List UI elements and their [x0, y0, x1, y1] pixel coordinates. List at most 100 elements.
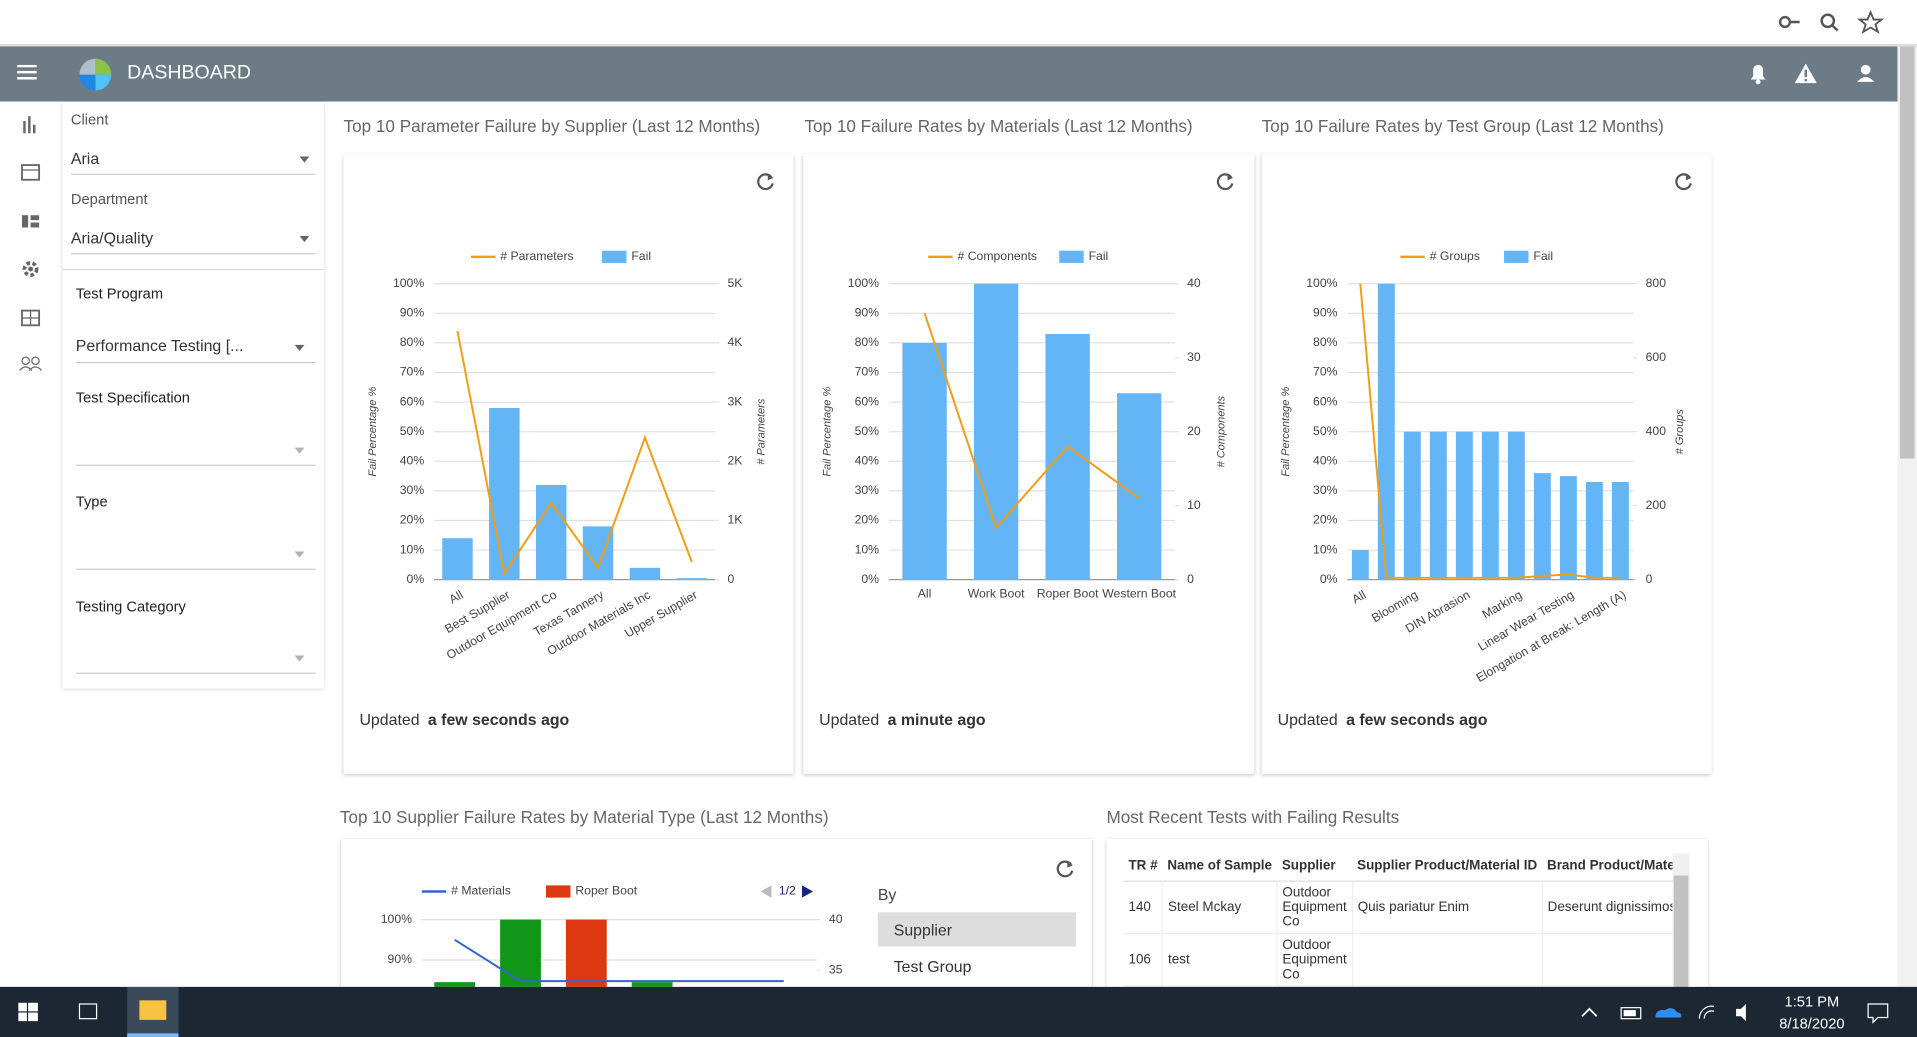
menu-icon[interactable]: [17, 64, 39, 82]
filter-value[interactable]: Performance Testing [...: [75, 336, 244, 355]
bar: [973, 283, 1019, 580]
dropdown-arrow[interactable]: [294, 551, 305, 558]
filter-value[interactable]: Aria: [70, 149, 100, 168]
y-tick-label: 50%: [855, 424, 880, 438]
bar: [489, 408, 520, 580]
table-cell: Outdoor Equipment Co: [1276, 881, 1353, 935]
refresh-icon[interactable]: [754, 171, 776, 193]
panel-title: Top 10 Failure Rates by Test Group (Last…: [1261, 116, 1664, 136]
y-axis-title: Fail Percentage %: [367, 387, 379, 477]
dropdown-arrow[interactable]: [294, 655, 305, 662]
column-header: TR #: [1123, 851, 1163, 882]
line: [923, 312, 1140, 530]
y2-tick-label: 0: [1646, 572, 1653, 586]
y2-tick-label: 0: [1187, 572, 1194, 586]
legend-swatch: [1504, 250, 1529, 263]
y-tick-label: 10%: [855, 542, 880, 556]
legend-label: # Components: [958, 249, 1037, 263]
dropdown-arrow[interactable]: [299, 236, 310, 243]
y2-tick-label: 1K: [727, 513, 743, 527]
y-axis-title: Fail Percentage %: [1280, 387, 1292, 477]
bar: [535, 484, 567, 580]
y-tick-label: 70%: [855, 365, 880, 379]
app-header: DASHBOARD: [0, 46, 1898, 102]
x-tick-label: All: [447, 588, 466, 607]
scrollbar[interactable]: [1672, 853, 1690, 998]
bar: [1455, 431, 1473, 580]
dropdown-arrow[interactable]: [294, 447, 305, 454]
dropdown-arrow[interactable]: [299, 156, 310, 163]
bar: [434, 982, 476, 987]
y-tick-label: 0%: [407, 572, 425, 586]
y2-tick-label: 35: [829, 962, 843, 976]
y2-axis-title: # Groups: [1674, 409, 1686, 455]
filter-value[interactable]: Aria/Quality: [70, 228, 154, 248]
filter-label: Type: [75, 492, 108, 510]
y2-tick-label: 30: [1187, 350, 1201, 364]
logo: [79, 58, 112, 91]
clock-time: 1:51 PM: [1784, 992, 1840, 1011]
bar: [565, 919, 607, 987]
legend-label: Roper Boot: [575, 884, 637, 898]
pager-prev[interactable]: [760, 885, 772, 898]
table-cell: Deserunt dignissimos: [1542, 881, 1673, 935]
bar: [1429, 431, 1447, 580]
chart: 0% 10% 20% 30% 40% 50% 60% 70% 80% 90% 100% 0 200 400…: [1280, 249, 1686, 685]
updated-prefix: Updated: [819, 710, 880, 729]
bar: [902, 342, 947, 580]
y-tick-label: 30%: [855, 483, 880, 497]
refresh-icon[interactable]: [1054, 858, 1076, 880]
x-tick-label: All: [1350, 588, 1369, 607]
y-axis-title: Fail Percentage %: [822, 387, 834, 477]
app-title: DASHBOARD: [127, 62, 252, 84]
header-icons[interactable]: [1746, 61, 1880, 88]
y-tick-label: 40%: [400, 454, 425, 468]
material-chart: 90% 100% 35 40 # Materials Roper Boot 1/2: [381, 884, 843, 987]
filter-underline: [70, 173, 316, 175]
refresh-icon[interactable]: [1214, 171, 1236, 193]
table-cell: 140: [1123, 881, 1164, 935]
y-tick-label: 90%: [388, 952, 413, 966]
legend-label: # Materials: [451, 884, 511, 898]
y-tick-label: 60%: [400, 394, 425, 408]
dropdown-arrow[interactable]: [294, 344, 305, 351]
filter-label: Department: [70, 190, 148, 208]
bar: [631, 982, 673, 987]
y-tick-label: 100%: [1306, 276, 1337, 290]
table-panel: TR # Name of Sample Supplier Supplier Produ…: [1106, 838, 1708, 1011]
y-tick-label: 40%: [1313, 454, 1338, 468]
chart: 0% 10% 20% 30% 40% 50% 60% 70% 80% 90% 100% 0 1K 2K 3K…: [367, 249, 768, 662]
y2-tick-label: 4K: [727, 335, 743, 349]
y-tick-label: 100%: [381, 912, 412, 926]
panel-title: Top 10 Failure Rates by Materials (Last …: [804, 116, 1193, 136]
option[interactable]: Supplier: [893, 920, 953, 940]
bar: [1533, 473, 1551, 580]
y-tick-label: 90%: [1313, 306, 1338, 320]
notifications[interactable]: [1866, 1000, 1890, 1024]
page-scrollbar[interactable]: [1897, 46, 1917, 987]
updated-time: a minute ago: [887, 710, 986, 729]
column-header: Supplier Product/Material ID: [1352, 851, 1543, 882]
bar: [1559, 476, 1577, 580]
legend-swatch: [602, 250, 627, 263]
y2-tick-label: 10: [1187, 498, 1201, 512]
tray-icons[interactable]: [1577, 997, 1773, 1029]
taskbar-icons[interactable]: [0, 986, 196, 1037]
nav-icons[interactable]: [0, 102, 61, 383]
pager-next[interactable]: [802, 885, 814, 898]
browser-icons[interactable]: [1775, 9, 1885, 34]
filter-underline: [75, 361, 316, 364]
table-cell: Steel Mckay: [1162, 881, 1278, 935]
updated-prefix: Updated: [1277, 710, 1338, 729]
y-tick-label: 80%: [1313, 335, 1338, 349]
column-header: Name of Sample: [1162, 851, 1277, 882]
table-cell: test: [1162, 933, 1278, 987]
y2-tick-label: 40: [829, 912, 843, 926]
pager[interactable]: 1/2: [779, 884, 796, 898]
x-tick-label: All: [918, 587, 932, 601]
refresh-icon[interactable]: [1673, 171, 1695, 193]
option[interactable]: Test Group: [893, 957, 972, 976]
legend-label: Fail: [1533, 249, 1553, 263]
y-tick-label: 90%: [400, 306, 425, 320]
line: [456, 330, 693, 577]
